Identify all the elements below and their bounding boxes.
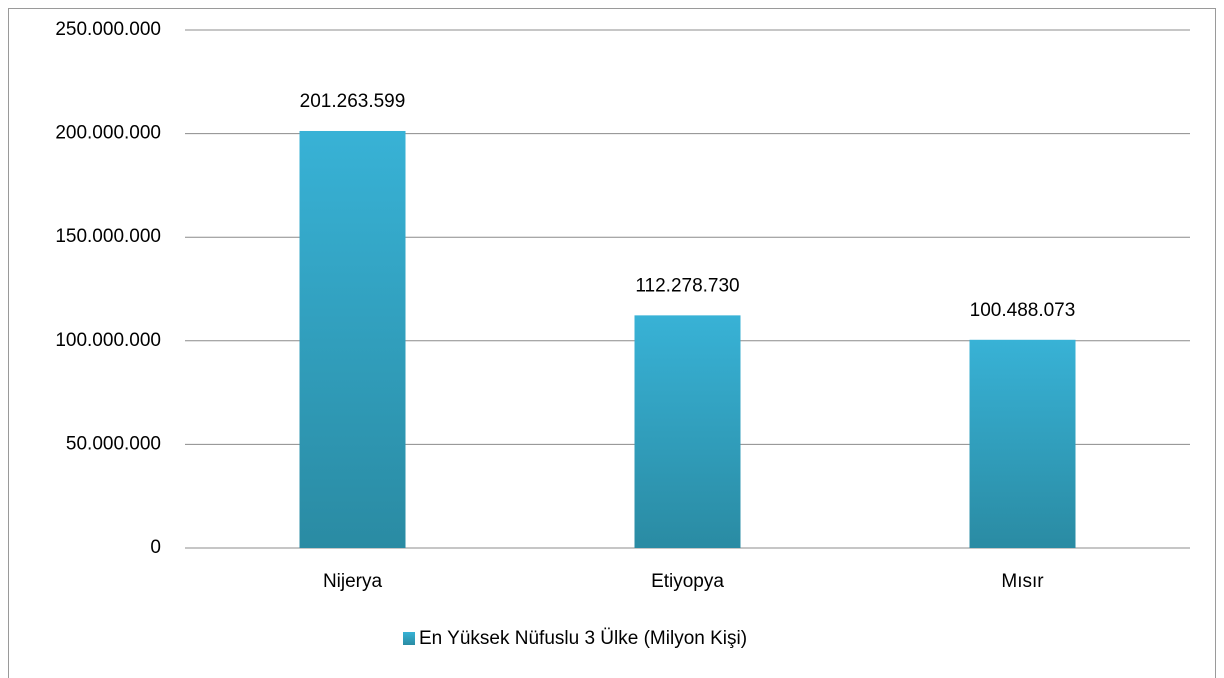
bar <box>969 339 1076 548</box>
y-tick-label: 100.000.000 <box>55 330 161 351</box>
data-label: 112.278.730 <box>635 275 739 296</box>
bar <box>634 315 741 548</box>
chart-border <box>8 8 1216 678</box>
x-tick-label: Etiyopya <box>651 571 724 592</box>
legend-swatch <box>403 632 415 645</box>
y-tick-label: 200.000.000 <box>55 123 161 144</box>
data-label: 100.488.073 <box>970 300 1076 321</box>
data-label: 201.263.599 <box>300 91 406 112</box>
y-tick-label: 0 <box>150 537 161 558</box>
x-tick-label: Nijerya <box>323 571 383 592</box>
y-tick-label: 50.000.000 <box>66 433 161 454</box>
y-tick-label: 250.000.000 <box>55 19 161 40</box>
y-tick-label: 150.000.000 <box>55 226 161 247</box>
x-tick-label: Mısır <box>1001 571 1044 592</box>
legend-label: En Yüksek Nüfuslu 3 Ülke (Milyon Kişi) <box>419 628 747 649</box>
bar <box>299 130 406 549</box>
